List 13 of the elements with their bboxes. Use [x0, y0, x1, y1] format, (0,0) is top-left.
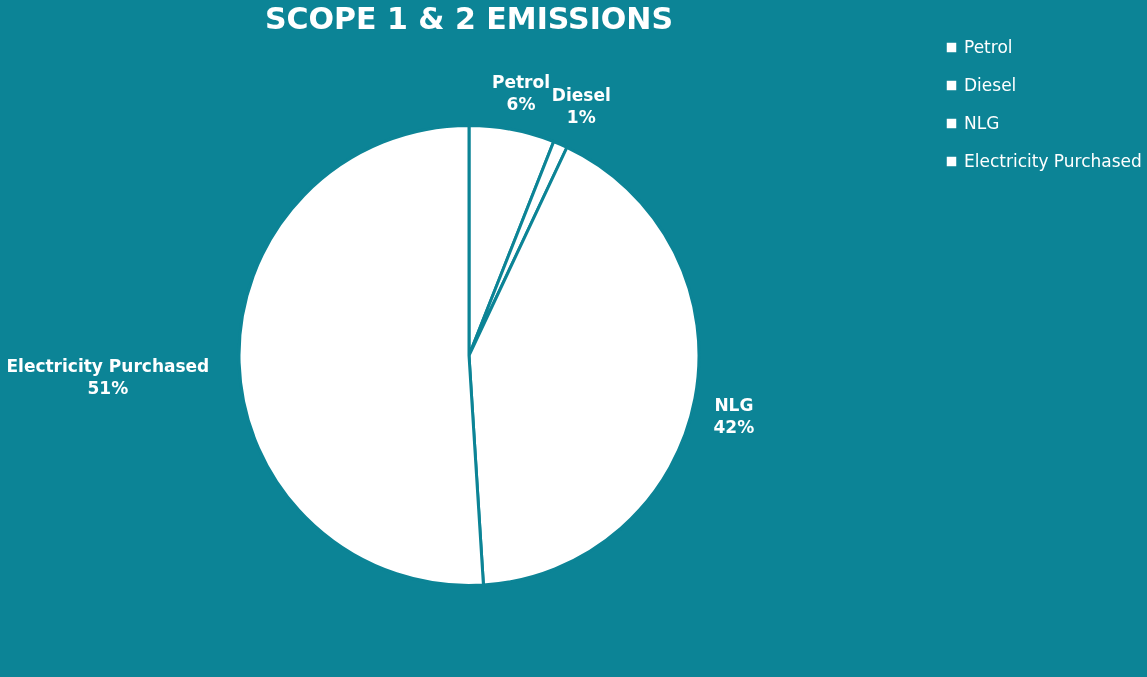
legend-label: Diesel: [964, 74, 1017, 95]
legend-label: Electricity Purchased: [964, 150, 1142, 171]
data-label: 42%: [713, 417, 755, 438]
slice-label: NLG: [714, 395, 754, 416]
slice-label: Electricity Purchased: [6, 355, 210, 376]
legend-label: NLG: [964, 112, 1000, 133]
slice-label: Petrol: [492, 71, 551, 92]
data-label: 51%: [87, 377, 129, 398]
slice-label: Diesel: [551, 85, 611, 106]
legend-label: Petrol: [964, 36, 1013, 57]
data-label: 1%: [566, 107, 596, 128]
data-label: 6%: [506, 93, 536, 114]
chart-title: SCOPE 1 & 2 EMISSIONS: [264, 1, 674, 36]
